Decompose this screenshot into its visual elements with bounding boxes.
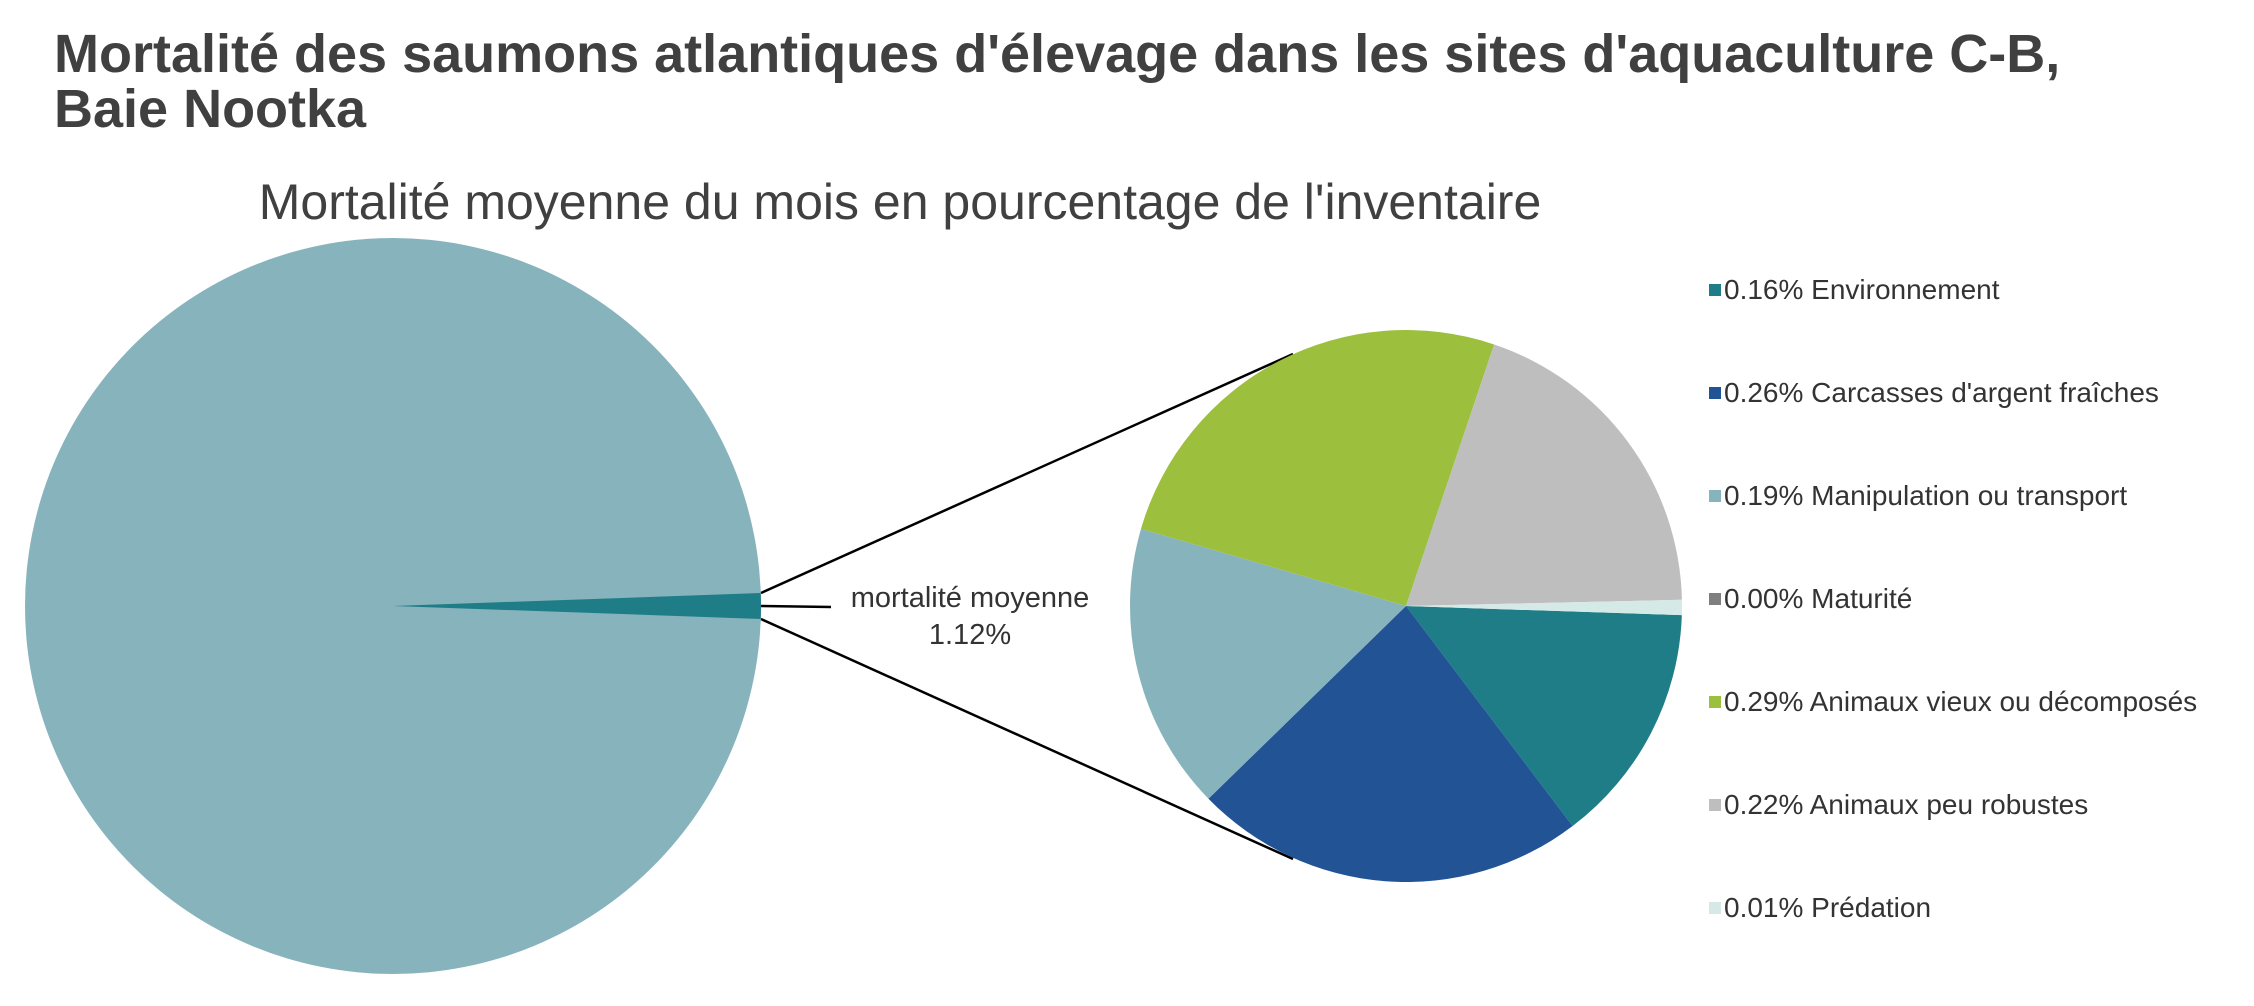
callout-label: mortalité moyenne [850,582,1090,614]
main-pie-slice-mortality [393,593,761,619]
secondary-pie-slice-0 [1406,606,1682,827]
legend-item-carcasses: 0.26% Carcasses d'argent fraîches [1709,373,2159,413]
legend-swatch-icon [1709,387,1721,399]
chart-title: Mortalité des saumons atlantiques d'élev… [54,27,2060,137]
legend-item-maturite: 0.00% Maturité [1709,579,1912,619]
legend-item-manipulation: 0.19% Manipulation ou transport [1709,476,2127,516]
legend-label: 0.16% Environnement [1724,274,2000,305]
callout-leader-line [760,604,832,609]
legend-item-predation: 0.01% Prédation [1709,888,1931,928]
legend-swatch-icon [1709,696,1721,708]
chart-title-line-1: Mortalité des saumons atlantiques d'élev… [54,24,2061,84]
legend-label: 0.01% Prédation [1724,892,1932,923]
legend-item-environnement: 0.16% Environnement [1709,270,2000,310]
legend-swatch-icon [1709,902,1721,914]
average-mortality-callout: mortalité moyenne 1.12% [820,580,1120,654]
connector-line-top [760,352,1294,595]
secondary-pie-slice-2 [1130,528,1406,799]
legend-item-animaux-peu-robustes: 0.22% Animaux peu robustes [1709,785,2088,825]
legend-label: 0.00% Maturité [1724,583,1913,614]
main-pie [25,238,761,974]
chart-subtitle: Mortalité moyenne du mois en pourcentage… [258,174,1542,230]
legend-label: 0.26% Carcasses d'argent fraîches [1724,377,2159,408]
secondary-pie-slice-5 [1406,344,1682,606]
connector-line-bottom [760,617,1294,861]
legend-label: 0.29% Animaux vieux ou décomposés [1724,686,2198,717]
legend-label: 0.22% Animaux peu robustes [1724,789,2089,820]
connector-lines [760,352,1294,861]
callout-value: 1.12% [928,619,1012,651]
secondary-pie-slice-1 [1208,606,1573,883]
secondary-pie-slice-4 [1141,330,1495,606]
legend-label: 0.19% Manipulation ou transport [1724,480,2128,511]
legend-swatch-icon [1709,799,1721,811]
legend-swatch-icon [1709,284,1721,296]
chart-title-line-2: Baie Nootka [54,79,367,139]
legend-swatch-icon [1709,490,1721,502]
secondary-pie-slice-6 [1406,599,1683,616]
secondary-pie [1130,330,1683,883]
legend-item-animaux-vieux: 0.29% Animaux vieux ou décomposés [1709,682,2197,722]
legend-swatch-icon [1709,593,1721,605]
